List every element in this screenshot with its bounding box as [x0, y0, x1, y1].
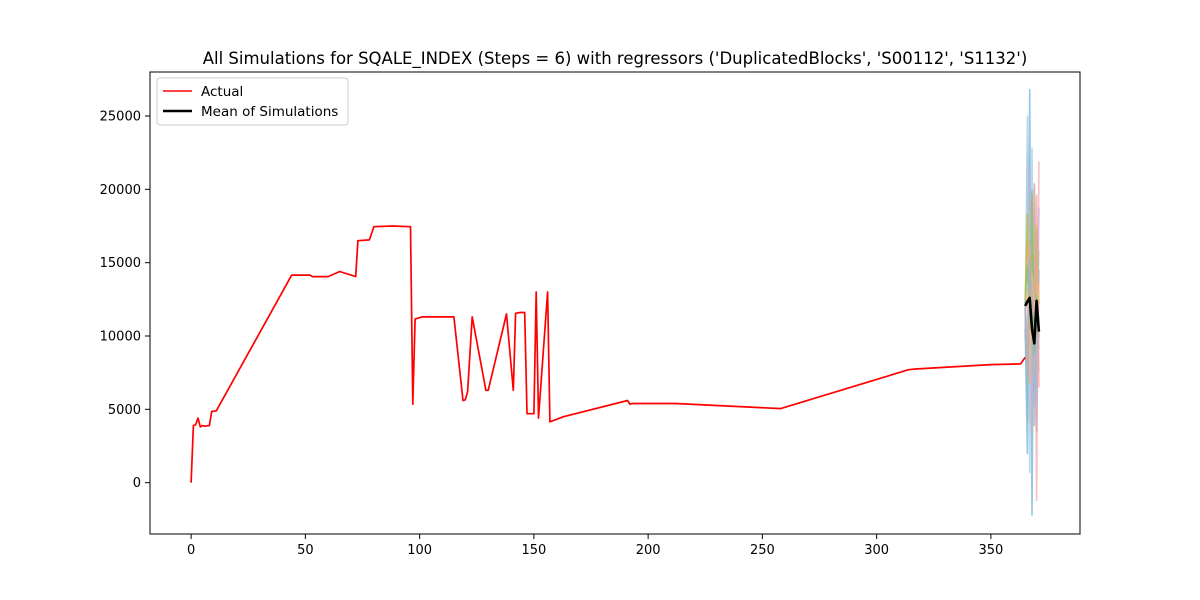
legend-box — [156, 77, 349, 126]
simulation-lines — [1024, 88, 1040, 516]
y-tick-label: 15000 — [100, 256, 141, 271]
x-tick-label: 50 — [297, 543, 314, 558]
x-tick-label: 150 — [521, 543, 546, 558]
y-tick-label: 25000 — [100, 110, 141, 125]
series-line-actual — [190, 225, 1026, 483]
x-tick-label: 250 — [750, 543, 775, 558]
simulation-line-9 — [1024, 190, 1040, 355]
x-tick-label: 100 — [407, 543, 432, 558]
plot-frame — [149, 71, 1081, 535]
series-lines — [190, 225, 1041, 483]
x-tick-label: 300 — [864, 543, 889, 558]
series-line-mean-of-simulations — [1024, 296, 1041, 345]
chart-title: All Simulations for SQALE_INDEX (Steps =… — [203, 49, 1028, 69]
x-tick-label: 0 — [187, 543, 195, 558]
y-axis: 0 5000 10000 15000 20000 25000 — [100, 110, 150, 491]
legend: Actual Mean of Simulations — [156, 77, 349, 126]
x-tick-label: 350 — [978, 543, 1003, 558]
x-tick-label: 200 — [636, 543, 661, 558]
plot-area — [150, 72, 1080, 534]
y-tick-label: 10000 — [100, 330, 141, 345]
y-tick-label: 0 — [133, 476, 141, 491]
y-tick-label: 5000 — [108, 403, 141, 418]
x-axis: 0 50 100 150 200 250 300 350 — [187, 534, 1003, 558]
legend-label-mean: Mean of Simulations — [201, 104, 338, 120]
y-tick-label: 20000 — [100, 183, 141, 198]
legend-label-actual: Actual — [201, 84, 243, 100]
